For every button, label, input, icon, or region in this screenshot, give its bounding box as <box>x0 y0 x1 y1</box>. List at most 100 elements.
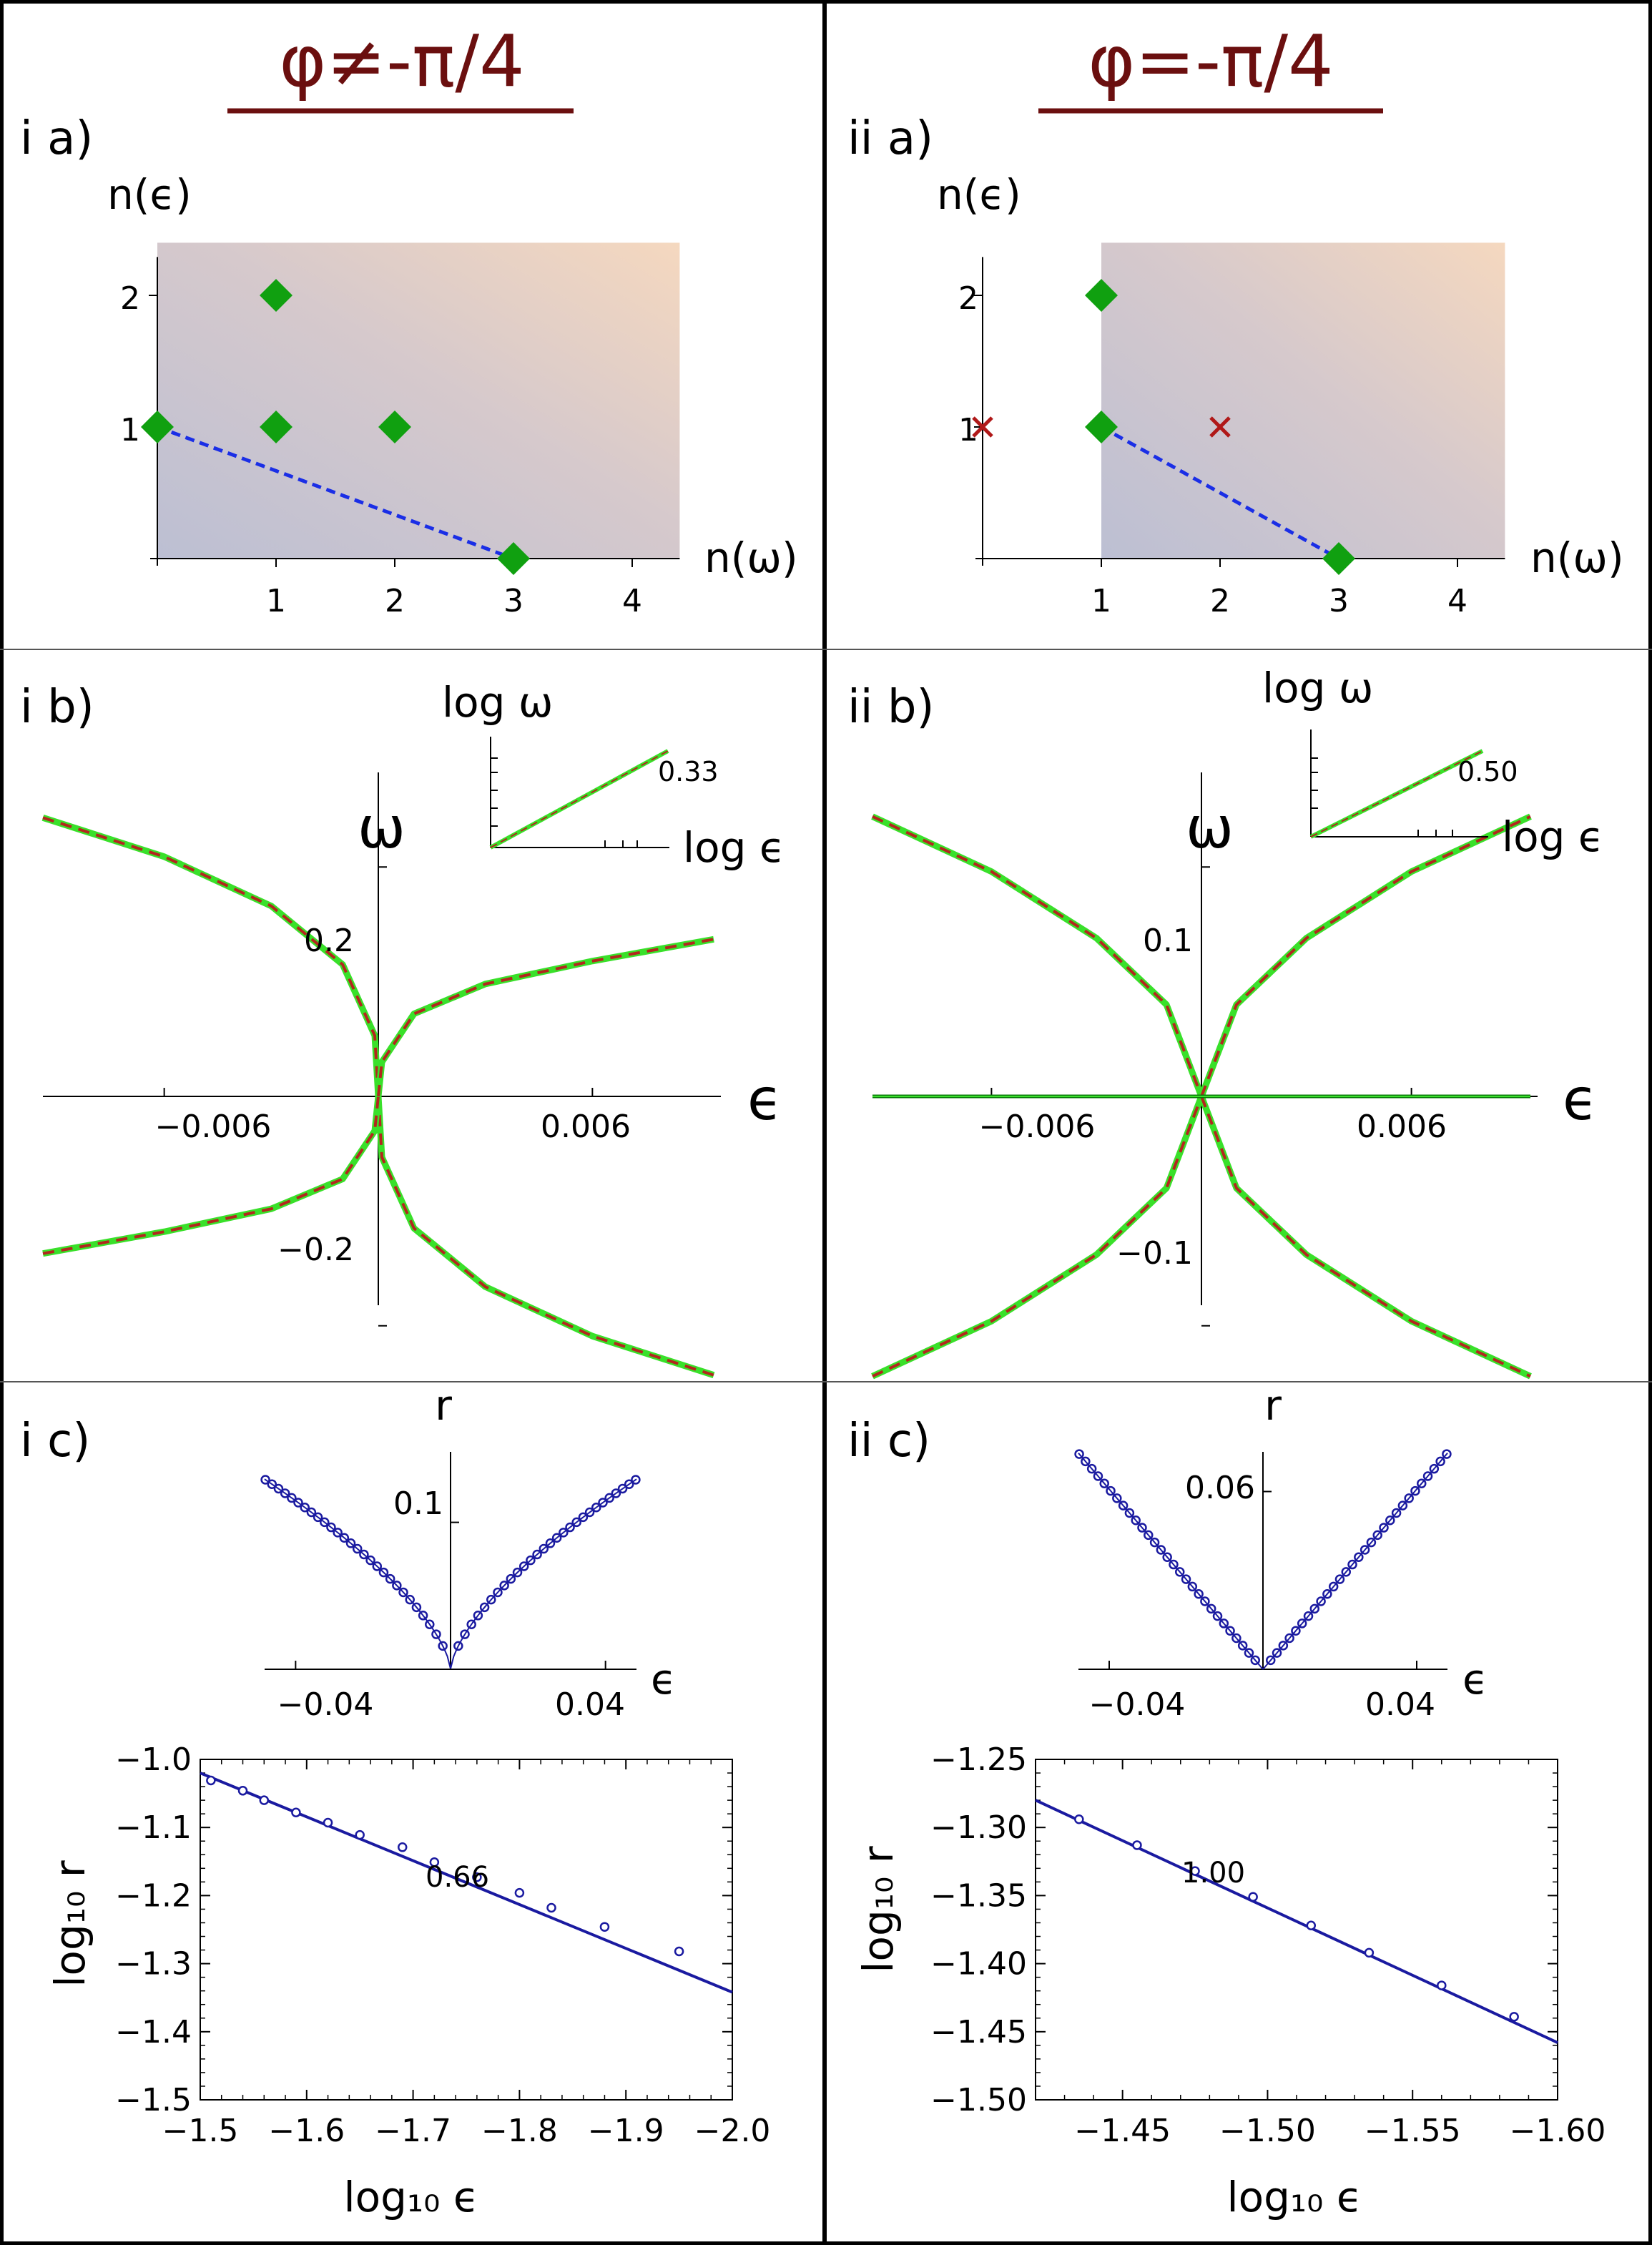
data-point <box>1219 1618 1229 1629</box>
data-point <box>591 1502 601 1513</box>
data-point <box>259 1795 270 1805</box>
inset-ylabel-iib: log ω <box>1262 664 1373 712</box>
allowed-region-ia <box>157 242 680 559</box>
data-point <box>1190 1866 1200 1876</box>
data-point <box>1156 1545 1166 1555</box>
data-point <box>1410 1485 1420 1496</box>
data-point <box>584 1507 595 1518</box>
data-point <box>1250 1655 1260 1666</box>
data-point <box>453 1641 463 1651</box>
data-point <box>1266 1655 1276 1666</box>
data-point <box>1272 1648 1282 1658</box>
data-point <box>1297 1618 1307 1629</box>
xtick-iib-2: 0.006 <box>1357 1109 1447 1145</box>
data-point <box>624 1479 634 1489</box>
data-point <box>385 1573 395 1584</box>
data-point <box>411 1602 422 1613</box>
data-point <box>631 1475 641 1485</box>
xtick-ic-1: −0.04 <box>277 1686 374 1723</box>
data-point <box>333 1528 343 1538</box>
fit-line <box>1035 1799 1558 2044</box>
data-point <box>1354 1552 1364 1562</box>
data-point <box>1341 1567 1352 1577</box>
data-point <box>598 1498 608 1508</box>
data-point <box>431 1629 441 1639</box>
inset-fit-line <box>489 749 669 850</box>
data-point <box>551 1533 562 1543</box>
diamond-point <box>260 279 292 312</box>
data-point <box>1093 1471 1103 1481</box>
radius-plot-ic: −0.04 0.04 0.1 ϵ r <box>260 1381 677 1723</box>
x-tick-label: −1.55 <box>1365 2113 1461 2149</box>
data-point <box>499 1581 509 1591</box>
points-iic <box>1074 1449 1452 1670</box>
diamond-point <box>1322 542 1355 575</box>
data-point <box>1131 1516 1141 1526</box>
panel-label-iic: ii c) <box>847 1415 930 1468</box>
xlabel-iic: ϵ <box>1462 1655 1488 1704</box>
curves-iib <box>871 813 1532 1380</box>
ytick-ib-1: 0.2 <box>304 923 354 959</box>
dispersion-plot-ib: −0.006 0.006 0.2 −0.2 ϵ ω log ω log ϵ 0.… <box>41 678 785 1378</box>
x-tick-label: −1.5 <box>162 2113 239 2149</box>
ylabel-iic: r <box>1264 1381 1282 1430</box>
inset-ylabel-ib: log ω <box>442 678 553 727</box>
data-point <box>1291 1626 1301 1636</box>
data-point <box>1132 1840 1142 1850</box>
data-point <box>1306 1920 1317 1931</box>
data-point <box>604 1493 614 1503</box>
data-point <box>493 1587 503 1598</box>
data-point <box>1417 1478 1427 1489</box>
data-point <box>1334 1574 1345 1584</box>
newton-edge-ia <box>157 425 514 561</box>
data-point <box>1231 1633 1242 1644</box>
data-point <box>273 1483 284 1494</box>
data-point <box>546 1902 556 1913</box>
data-point <box>300 1502 310 1513</box>
column-title-right: φ=-π/4 <box>1088 19 1333 103</box>
diamond-point <box>1085 411 1118 443</box>
data-point <box>313 1512 323 1523</box>
fit-curve <box>450 1478 637 1669</box>
data-point <box>1137 1523 1147 1533</box>
data-point <box>611 1488 621 1498</box>
data-point <box>320 1517 330 1528</box>
data-point <box>1248 1892 1258 1902</box>
newton-edge-iia <box>1100 425 1340 561</box>
data-point <box>1309 1603 1320 1614</box>
branch-curve-dashed <box>1200 815 1531 1097</box>
frame-ic-bottom <box>200 1759 733 2101</box>
y-tick-label: −1.35 <box>930 1877 1027 1914</box>
data-point <box>526 1555 536 1566</box>
newton-polygon-ia: 1 2 3 4 1 2 n(ω) n(ϵ) <box>107 170 798 619</box>
column-title-left: φ≠-π/4 <box>279 19 524 103</box>
data-point <box>1379 1523 1389 1533</box>
points-ic-bottom <box>200 1772 733 1994</box>
data-point <box>466 1619 476 1629</box>
ytick-ib-2: −0.2 <box>277 1232 354 1268</box>
points-ic <box>260 1475 641 1669</box>
data-point <box>1404 1493 1414 1503</box>
xlabel-ia: n(ω) <box>704 534 798 582</box>
data-point <box>1397 1500 1408 1510</box>
ylabel-iia: n(ϵ) <box>937 170 1021 219</box>
data-point <box>352 1543 363 1554</box>
branch-curve <box>871 1095 1205 1380</box>
data-point <box>1169 1559 1179 1570</box>
loglog-plot-ic: −1.5 −1.6 −1.7 −1.8 −1.9 −2.0 −1.0 −1.1 −1.2 −1.3… <box>46 1742 770 2221</box>
diamond-point <box>497 542 530 575</box>
data-point <box>1174 1567 1185 1577</box>
radius-plot-iic: −0.04 0.04 0.06 ϵ r <box>1074 1381 1488 1723</box>
data-point <box>1099 1478 1109 1489</box>
y-tick-label: −1.40 <box>930 1946 1027 1983</box>
data-point <box>1086 1463 1097 1474</box>
allowed-region-iia <box>1101 242 1505 559</box>
data-point <box>1074 1814 1084 1824</box>
data-point <box>1225 1626 1235 1636</box>
data-point <box>398 1587 408 1598</box>
data-point <box>326 1522 336 1533</box>
data-point <box>1322 1588 1332 1599</box>
xlabel-ib: ϵ <box>747 1066 782 1133</box>
branch-curve <box>375 1096 715 1378</box>
data-point <box>512 1567 523 1578</box>
